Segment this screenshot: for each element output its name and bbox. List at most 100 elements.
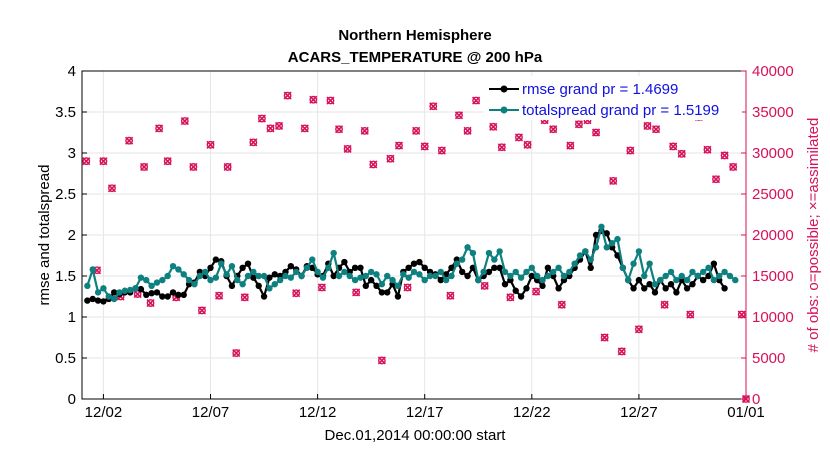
obs-possible-marker xyxy=(377,356,386,365)
rmse-point xyxy=(148,290,155,297)
obs-possible-marker xyxy=(489,122,498,131)
obs-assimilated-marker xyxy=(180,116,189,126)
obs-possible-marker xyxy=(515,133,523,142)
obs-assimilated-marker xyxy=(669,142,678,151)
totalspread-point xyxy=(143,276,150,284)
rmse-point xyxy=(169,289,177,296)
rmse-point xyxy=(394,293,402,300)
y-axis-ticks: 0 0.5 1 1.5 2 2.5 3 3.5 4 xyxy=(55,63,87,408)
obs-marker xyxy=(626,146,635,155)
obs-possible-marker xyxy=(133,290,142,298)
totalspread-point xyxy=(239,281,246,288)
obs-marker xyxy=(643,121,652,131)
obs-assimilated-marker xyxy=(412,126,421,135)
obs-marker xyxy=(420,142,429,151)
rmse-point xyxy=(260,293,268,300)
totalspread-point xyxy=(635,248,643,255)
obs-assimilated-marker xyxy=(146,298,155,308)
obs-possible-marker xyxy=(660,300,669,309)
legend-marker-totalspread xyxy=(500,106,508,114)
rmse-point xyxy=(496,264,503,271)
rmse-point xyxy=(212,256,220,263)
obs-assimilated-marker xyxy=(497,143,506,152)
obs-possible-marker xyxy=(283,91,292,100)
obs-marker xyxy=(300,124,309,133)
rmse-point xyxy=(164,293,171,300)
obs-assimilated-marker xyxy=(506,293,515,302)
totalspread-point xyxy=(271,281,278,288)
rmse-point xyxy=(137,285,145,293)
obs-possible-marker xyxy=(420,142,429,151)
obs-possible-marker xyxy=(463,126,472,135)
obs-possible-marker xyxy=(609,176,618,185)
obs-marker xyxy=(334,125,344,134)
obs-possible-marker xyxy=(437,146,446,155)
obs-assimilated-marker xyxy=(454,111,464,120)
totalspread-point xyxy=(244,272,252,280)
rmse-point xyxy=(207,264,214,271)
obs-marker xyxy=(189,162,198,172)
obs-assimilated-marker xyxy=(617,347,626,356)
totalspread-point xyxy=(507,272,514,280)
legend-box xyxy=(484,76,742,120)
obs-possible-marker xyxy=(352,288,361,297)
obs-marker xyxy=(463,126,472,135)
obs-assimilated-marker xyxy=(446,291,455,300)
obs-assimilated-marker xyxy=(274,121,284,131)
totalspread-point xyxy=(673,276,680,284)
totalspread-point xyxy=(678,272,685,280)
obs-marker xyxy=(309,95,318,104)
obs-assimilated-marker xyxy=(660,300,669,309)
rmse-point xyxy=(710,260,718,267)
totalspread-point xyxy=(116,289,123,296)
rmse-point xyxy=(689,281,696,288)
rmse-point xyxy=(143,291,150,299)
right-y-tick-label: 20000 xyxy=(752,227,794,244)
totalspread-point xyxy=(453,260,461,267)
x-axis-label: Dec.01,2014 00:00:00 start xyxy=(325,427,507,444)
obs-assimilated-marker xyxy=(609,176,618,185)
obs-possible-marker xyxy=(223,163,232,171)
totalspread-point xyxy=(105,293,112,300)
obs-assimilated-marker xyxy=(741,394,751,404)
totalspread-point xyxy=(298,272,305,280)
totalspread-point xyxy=(405,274,412,281)
obs-possible-marker xyxy=(617,347,626,356)
totalspread-point xyxy=(662,272,669,280)
right-y-tick-label: 10000 xyxy=(752,309,794,326)
chart-title: Northern Hemisphere xyxy=(338,27,491,44)
obs-assimilated-marker xyxy=(197,306,207,315)
obs-possible-marker xyxy=(266,124,275,133)
totalspread-point xyxy=(576,252,584,259)
rmse-point xyxy=(646,281,653,288)
rmse-point xyxy=(250,274,257,281)
obs-possible-marker xyxy=(108,184,116,193)
rmse-point xyxy=(159,293,166,300)
right-y-tick-label: 5000 xyxy=(752,350,785,367)
obs-possible-marker xyxy=(712,175,720,184)
rmse-point xyxy=(458,268,466,276)
rmse-point xyxy=(110,289,118,296)
obs-possible-marker xyxy=(557,300,566,309)
totalspread-point xyxy=(571,260,578,267)
obs-possible-marker xyxy=(729,163,738,171)
rmse-point xyxy=(228,282,236,290)
obs-possible-marker xyxy=(626,146,635,155)
obs-possible-marker xyxy=(643,122,652,130)
obs-marker xyxy=(711,175,721,184)
obs-assimilated-marker xyxy=(240,293,249,302)
rmse-point xyxy=(271,271,278,278)
obs-marker xyxy=(240,293,249,302)
rmse-point xyxy=(175,291,182,299)
obs-assimilated-marker xyxy=(703,145,712,154)
rmse-point xyxy=(539,282,546,290)
obs-possible-marker xyxy=(412,126,421,135)
obs-marker xyxy=(352,288,361,297)
obs-possible-marker xyxy=(140,163,149,171)
totalspread-point xyxy=(201,268,209,276)
obs-possible-marker xyxy=(566,141,575,150)
obs-marker xyxy=(412,126,421,135)
obs-marker xyxy=(326,96,335,105)
rmse-point xyxy=(100,298,107,305)
